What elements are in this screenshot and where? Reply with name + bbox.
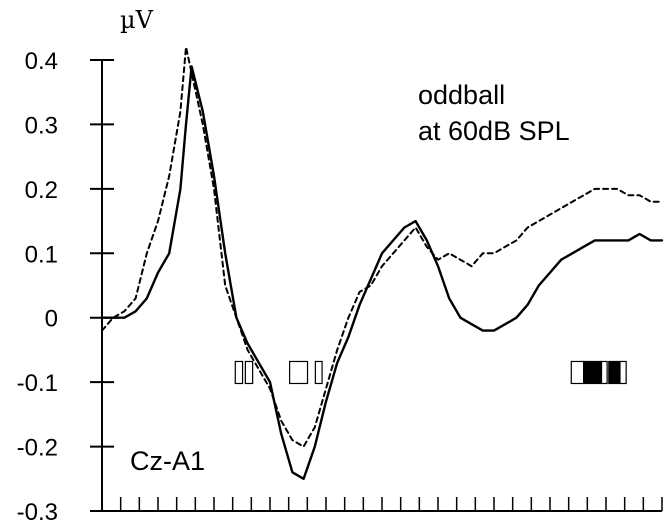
condition-label-line1: oddball (418, 80, 505, 110)
condition-label-line2: at 60dB SPL (418, 116, 570, 146)
y-tick-label: -0.3 (17, 499, 58, 526)
significance-marker (608, 360, 621, 385)
y-tick-label: 0 (45, 306, 58, 333)
significance-marker (600, 360, 608, 385)
y-tick-label: -0.1 (17, 370, 58, 397)
y-tick-label: -0.2 (17, 435, 58, 462)
solid-erp-line (100, 65, 664, 480)
y-tick-label: 0.2 (25, 177, 58, 204)
significance-marker (244, 360, 254, 385)
y-tick-label: 0.4 (25, 48, 58, 75)
significance-marker (570, 360, 585, 385)
dashed-erp-line (101, 46, 663, 448)
electrode-label: Cz-A1 (130, 446, 205, 476)
series-lines (100, 46, 664, 480)
y-tick-label: 0.3 (25, 112, 58, 139)
significance-marker (619, 360, 627, 385)
significance-marker (582, 360, 603, 385)
y-unit-label: µV (120, 6, 154, 34)
significance-marker (314, 360, 323, 385)
y-axis: 0.4 0.3 0.2 0.1 0 -0.1 -0.2 -0.3 (17, 48, 114, 526)
y-tick-label: 0.1 (25, 241, 58, 268)
significance-markers (234, 360, 627, 385)
x-axis (101, 497, 663, 512)
significance-marker (234, 360, 244, 385)
significance-marker (289, 360, 309, 385)
